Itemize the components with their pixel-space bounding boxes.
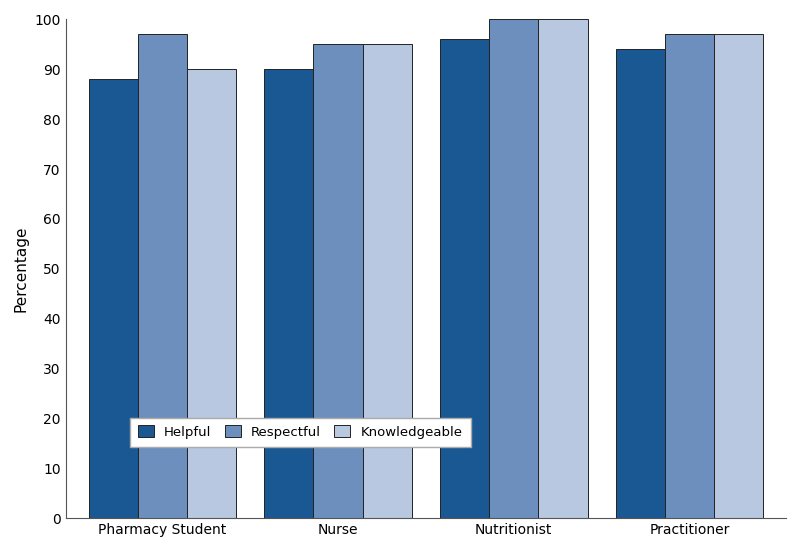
Bar bbox=[665, 34, 714, 518]
Bar bbox=[89, 79, 138, 518]
Bar bbox=[138, 34, 187, 518]
Bar bbox=[538, 19, 587, 518]
Bar bbox=[714, 34, 763, 518]
Bar bbox=[362, 44, 412, 518]
Bar bbox=[616, 50, 665, 518]
Bar bbox=[489, 19, 538, 518]
Bar bbox=[264, 69, 314, 518]
Legend: Helpful, Respectful, Knowledgeable: Helpful, Respectful, Knowledgeable bbox=[130, 418, 470, 447]
Bar bbox=[314, 44, 362, 518]
Bar bbox=[440, 39, 489, 518]
Y-axis label: Percentage: Percentage bbox=[14, 225, 29, 312]
Bar bbox=[187, 69, 236, 518]
